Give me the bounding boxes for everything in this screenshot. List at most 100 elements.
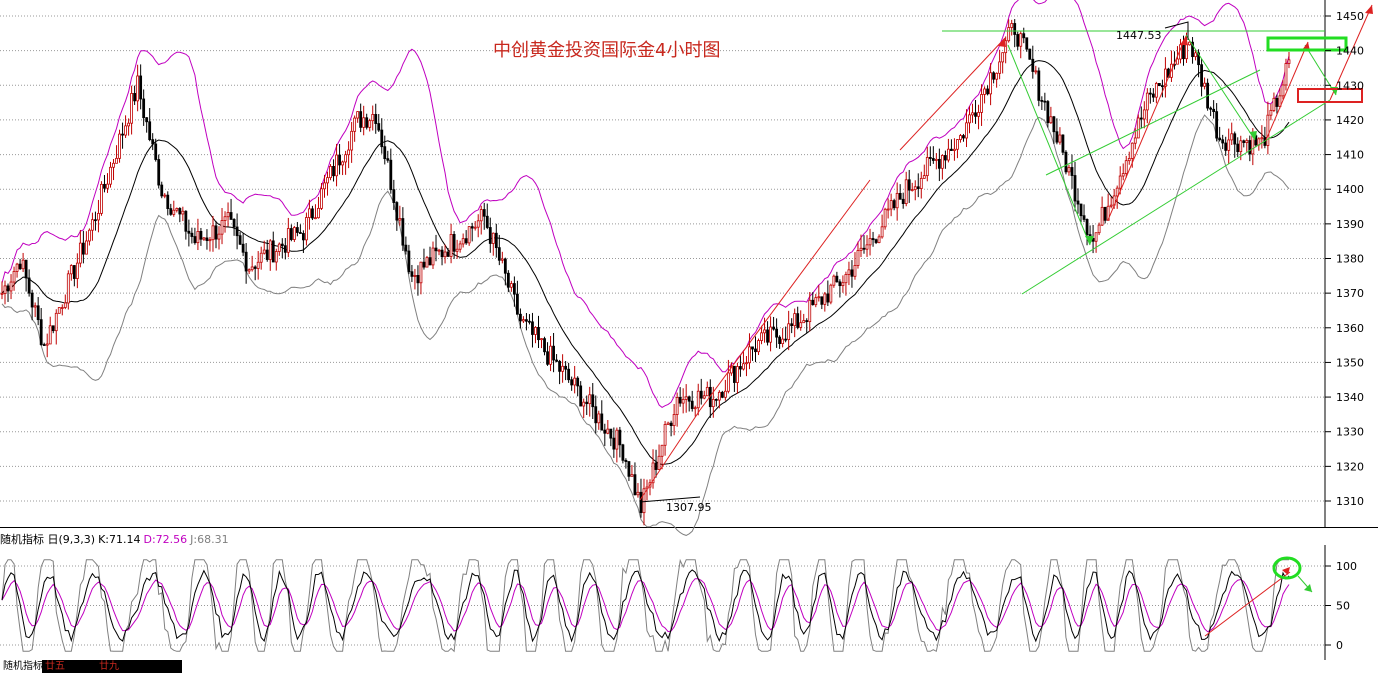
- candle-body: [226, 212, 230, 218]
- candle-body: [256, 261, 260, 269]
- candle-body: [320, 188, 323, 209]
- candle-body: [552, 345, 555, 361]
- candle-body: [190, 232, 194, 237]
- candle-body: [612, 437, 616, 450]
- candle-body: [160, 184, 164, 197]
- candle-body: [27, 277, 31, 294]
- candle-body: [1103, 206, 1107, 221]
- candle-body: [338, 154, 341, 166]
- tab-blank[interactable]: [74, 660, 96, 673]
- bollinger-lower: [1, 114, 1290, 536]
- arrow-head: [1365, 5, 1373, 14]
- candle-body: [1242, 140, 1246, 143]
- candle-body: [1176, 58, 1179, 65]
- candle-body: [407, 250, 411, 273]
- candle-body: [286, 228, 290, 253]
- candle-body: [54, 312, 58, 332]
- candle-body: [1224, 142, 1228, 151]
- candle-body: [570, 379, 574, 386]
- candle-body: [464, 238, 468, 244]
- candle-body: [63, 302, 67, 308]
- candle-body: [956, 139, 959, 150]
- red-leg-1: [899, 37, 1006, 151]
- tick-label: 1450: [1336, 10, 1364, 23]
- candle-body: [1218, 137, 1222, 141]
- target-box-green: [1266, 36, 1348, 52]
- candle-body: [874, 239, 878, 243]
- candle-body: [81, 242, 85, 255]
- tick-label: 1430: [1336, 79, 1364, 92]
- candle-body: [720, 391, 724, 398]
- candle-body: [817, 296, 821, 299]
- tick-label: 1400: [1336, 183, 1364, 196]
- candle-body: [353, 117, 357, 132]
- candle-body: [1287, 59, 1291, 64]
- tab-date-2[interactable]: 廿九: [96, 660, 182, 673]
- candle-body: [1248, 140, 1252, 155]
- candle-body: [302, 233, 305, 241]
- candle-body: [374, 114, 378, 124]
- candle-body: [250, 266, 254, 271]
- candle-body: [663, 424, 667, 446]
- candle-body: [651, 462, 655, 484]
- candle-body: [45, 343, 49, 346]
- candle-body: [145, 117, 149, 123]
- candle-body: [205, 237, 209, 242]
- candle-body: [705, 386, 709, 397]
- candle-body: [1281, 84, 1285, 97]
- candle-body: [208, 239, 212, 242]
- candle-body: [766, 329, 769, 343]
- candle-body: [121, 133, 124, 136]
- indicator-circle: [1272, 556, 1302, 580]
- candle-body: [763, 329, 766, 334]
- candle-body: [892, 200, 896, 209]
- candle-body: [72, 265, 76, 279]
- candle-body: [3, 285, 7, 294]
- candle-body: [1272, 97, 1276, 111]
- candle-body: [696, 390, 700, 409]
- candle-body: [714, 398, 718, 401]
- candle-body: [274, 251, 278, 263]
- candle-body: [1121, 173, 1125, 177]
- candle-body: [404, 244, 408, 252]
- annotation-low: 1307.95: [666, 501, 712, 514]
- tick-label: 1340: [1336, 391, 1364, 404]
- candle-body: [1040, 100, 1044, 102]
- low-bracket: [639, 496, 701, 503]
- candle-body: [461, 238, 465, 245]
- candle-body: [678, 397, 682, 404]
- candle-body: [576, 377, 580, 387]
- candle-body: [1013, 23, 1017, 35]
- candle-body: [1197, 52, 1200, 66]
- series-j: [1, 558, 1289, 653]
- candle-body: [437, 249, 441, 252]
- candle-body: [910, 189, 914, 191]
- candle-body: [567, 368, 571, 381]
- candle-body: [654, 462, 658, 470]
- candlesticks: [0, 19, 1291, 526]
- green-leg-3: [1304, 44, 1337, 96]
- tab-date-1[interactable]: 廿五: [42, 660, 74, 673]
- candle-body: [380, 129, 384, 148]
- candle-body: [422, 261, 426, 268]
- candle-body: [211, 225, 215, 241]
- candle-body: [217, 233, 221, 240]
- tab-indicator[interactable]: 随机指标4: [0, 660, 42, 673]
- candle-body: [684, 396, 688, 400]
- candle-body: [15, 263, 19, 272]
- candle-body: [6, 285, 10, 292]
- candle-body: [555, 359, 558, 362]
- candle-body: [365, 117, 369, 128]
- candle-body: [585, 401, 589, 405]
- candle-body: [515, 293, 519, 315]
- candle-body: [440, 249, 444, 258]
- red-leg-6: [699, 179, 871, 411]
- candle-body: [986, 88, 989, 95]
- candle-body: [702, 395, 706, 399]
- candle-body: [344, 154, 347, 163]
- candle-body: [229, 212, 233, 220]
- candle-body: [660, 444, 664, 457]
- candle-body: [1130, 142, 1134, 159]
- candle-body: [0, 292, 4, 295]
- candle-body: [1118, 175, 1122, 189]
